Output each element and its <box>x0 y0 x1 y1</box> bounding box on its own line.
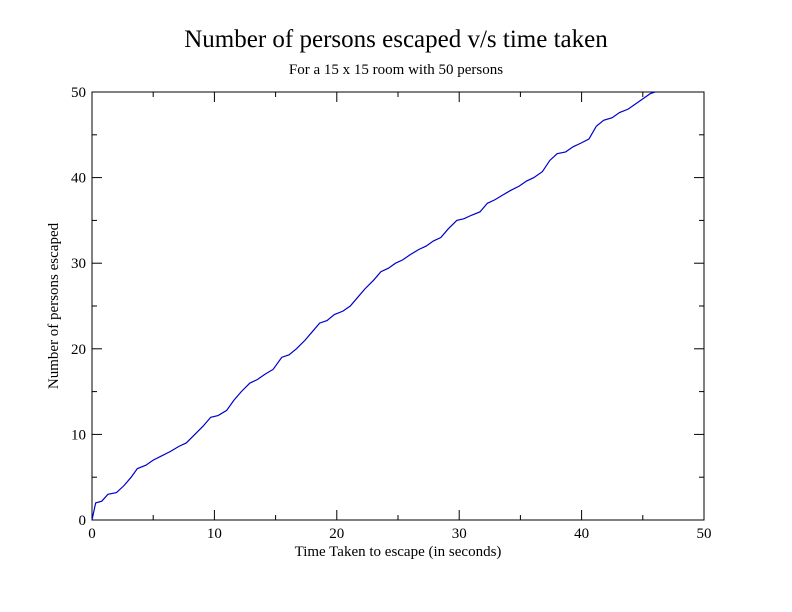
chart-subtitle: For a 15 x 15 room with 50 persons <box>288 62 504 78</box>
axis-ticks <box>91 91 705 521</box>
chart-title: Number of persons escaped v/s time taken <box>184 26 608 53</box>
x-tick-label: 10 <box>207 526 222 542</box>
x-axis-label: Time Taken to escape (in seconds) <box>295 544 502 560</box>
y-tick-label: 30 <box>71 256 86 272</box>
series-line <box>91 91 656 521</box>
x-tick-label: 40 <box>574 526 589 542</box>
x-tick-label: 30 <box>452 526 467 542</box>
x-tick-label: 20 <box>329 526 344 542</box>
y-tick-label: 10 <box>71 427 86 443</box>
plot-frame <box>91 91 705 521</box>
x-tick-label: 0 <box>88 526 96 542</box>
y-tick-label: 50 <box>71 85 86 101</box>
axis-tick-labels: 0 10 20 30 40 50 0 10 20 30 40 50 <box>71 85 712 542</box>
y-tick-label: 0 <box>79 513 87 529</box>
y-axis-label: Number of persons escaped <box>46 222 62 389</box>
x-tick-label: 50 <box>697 526 712 542</box>
y-tick-label: 40 <box>71 171 86 187</box>
y-tick-label: 20 <box>71 342 86 358</box>
